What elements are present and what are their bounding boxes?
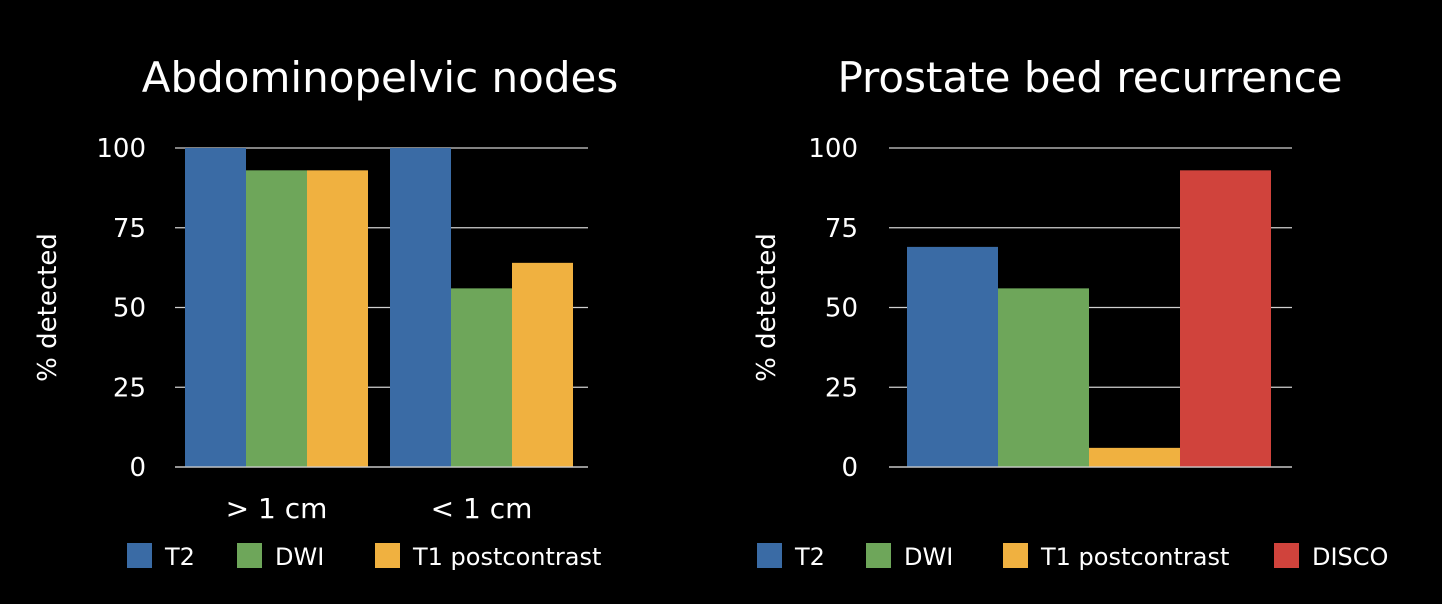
legend-label: DWI xyxy=(904,543,953,571)
y-tick-label: 25 xyxy=(113,373,146,403)
y-axis-label: % detected xyxy=(33,233,63,382)
bar-dwi xyxy=(998,288,1089,467)
y-tick-label: 100 xyxy=(96,134,146,164)
y-tick-label: 0 xyxy=(841,453,858,483)
legend-swatch xyxy=(1274,543,1299,568)
legend-label: DISCO xyxy=(1312,543,1388,571)
bar-t2 xyxy=(907,246,998,467)
legend-label: T2 xyxy=(164,543,195,571)
chart-title: Prostate bed recurrence xyxy=(837,53,1342,102)
y-tick-label: 50 xyxy=(113,294,146,324)
y-tick-label: 75 xyxy=(825,214,858,244)
legend-swatch xyxy=(375,543,400,568)
legend-label: DWI xyxy=(275,543,324,571)
y-tick-label: 50 xyxy=(825,294,858,324)
legend-swatch xyxy=(1003,543,1028,568)
legend-swatch xyxy=(237,543,262,568)
bar-t1-postcontrast xyxy=(1089,447,1180,467)
y-tick-label: 0 xyxy=(129,453,146,483)
y-axis-label: % detected xyxy=(752,233,782,382)
bar-t1-postcontrast xyxy=(512,262,573,467)
legend-swatch xyxy=(757,543,782,568)
legend-label: T1 postcontrast xyxy=(412,543,601,571)
bar-dwi xyxy=(246,170,307,467)
legend-swatch xyxy=(127,543,152,568)
legend-swatch xyxy=(866,543,891,568)
x-category-label: < 1 cm xyxy=(431,492,533,525)
y-tick-label: 75 xyxy=(113,214,146,244)
legend-label: T1 postcontrast xyxy=(1040,543,1229,571)
bar-t2 xyxy=(390,148,451,467)
x-category-label: > 1 cm xyxy=(226,492,328,525)
chart-title: Abdominopelvic nodes xyxy=(142,53,618,102)
y-tick-label: 25 xyxy=(825,373,858,403)
legend-label: T2 xyxy=(794,543,825,571)
bar-t1-postcontrast xyxy=(307,170,368,467)
bar-t2 xyxy=(185,148,246,467)
bar-dwi xyxy=(451,288,512,467)
y-tick-label: 100 xyxy=(808,134,858,164)
bar-disco xyxy=(1180,170,1271,467)
